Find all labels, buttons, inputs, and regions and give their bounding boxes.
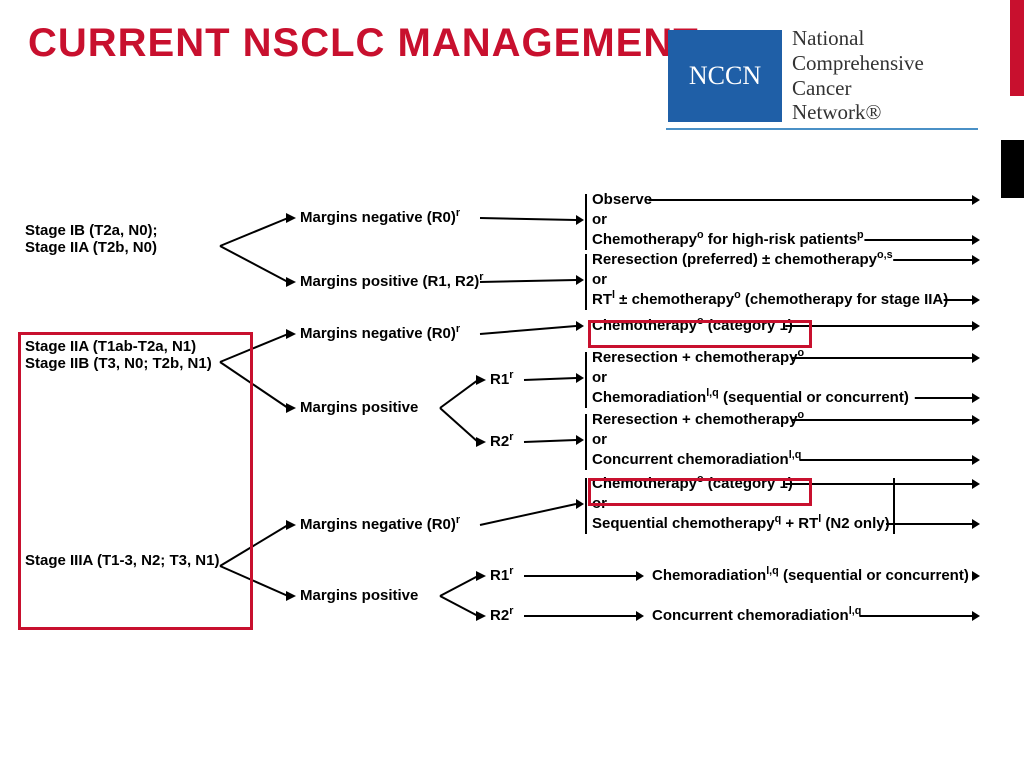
logo-underline [666,128,978,130]
stage-s1: Stage IB (T2a, N0);Stage IIA (T2b, N0) [25,222,158,256]
nccn-logo-box: NCCN [668,30,782,122]
accent-black-bar [1001,140,1024,198]
sub-r3: R1r [490,567,513,584]
highlight-box [588,320,812,348]
out-g1-0: Observe [592,191,652,208]
out-g5-0: Reresection + chemotherapyo [592,411,804,428]
stage-s2: Stage IIA (T1ab-T2a, N1)Stage IIB (T3, N… [25,338,212,372]
out-g1-1: or [592,211,607,228]
margin-m6: Margins positive [300,587,418,604]
out-g4-1: or [592,369,607,386]
out-g6-2: Sequential chemotherapyq + RTl (N2 only) [592,515,890,532]
stage-s3: Stage IIIA (T1-3, N2; T3, N1) [25,552,219,569]
highlight-box [18,332,253,630]
accent-red-bar [1010,0,1024,96]
nccn-org-name: NationalComprehensiveCancerNetwork® [792,26,924,125]
out-g5-1: or [592,431,607,448]
out-g2-1: or [592,271,607,288]
margin-m4: Margins positive [300,399,418,416]
sub-r2: R2r [490,433,513,450]
highlight-box [588,478,812,506]
out-o11: Concurrent chemoradiationl,q [652,607,861,624]
out-g2-2: RTl ± chemotherapyo (chemotherapy for st… [592,291,948,308]
margin-m2: Margins positive (R1, R2)r [300,273,483,290]
out-g4-0: Reresection + chemotherapyo [592,349,804,366]
out-g1-2: Chemotherapyo for high-risk patientsp [592,231,864,248]
slide-root: CURRENT NSCLC MANAGEMENT NCCN NationalCo… [0,0,1024,768]
sub-r1: R1r [490,371,513,388]
margin-m3: Margins negative (R0)r [300,325,460,342]
out-g2-0: Reresection (preferred) ± chemotherapyo,… [592,251,893,268]
margin-m1: Margins negative (R0)r [300,209,460,226]
out-o10: Chemoradiationl,q (sequential or concurr… [652,567,969,584]
margin-m5: Margins negative (R0)r [300,516,460,533]
out-g4-2: Chemoradiationl,q (sequential or concurr… [592,389,909,406]
slide-title: CURRENT NSCLC MANAGEMENT [28,22,699,64]
sub-r4: R2r [490,607,513,624]
out-g5-2: Concurrent chemoradiationl,q [592,451,801,468]
